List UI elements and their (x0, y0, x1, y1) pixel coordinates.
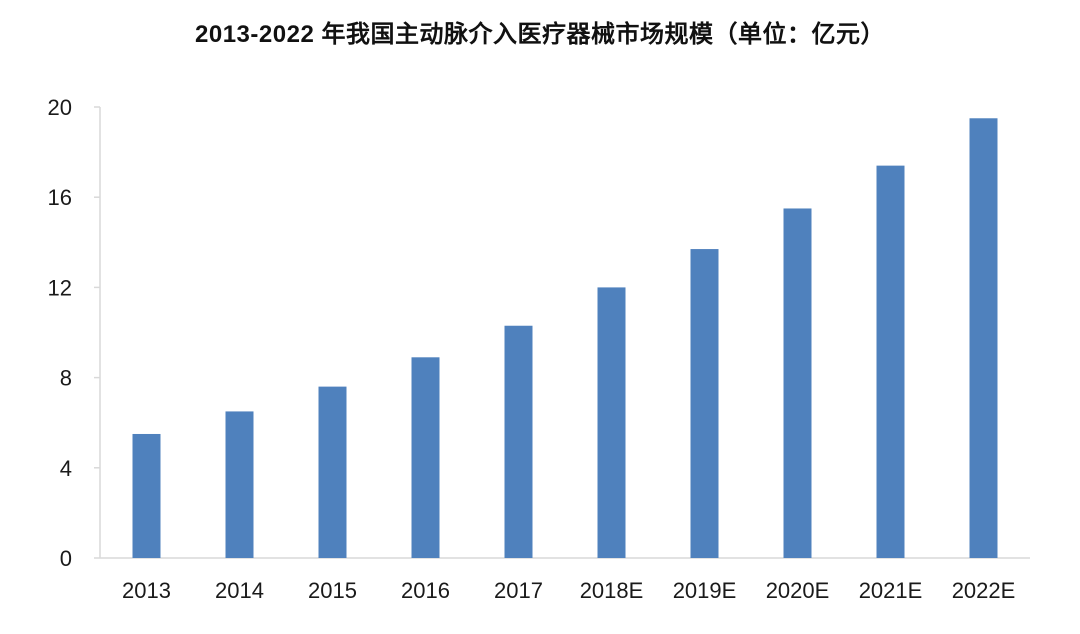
x-tick-label: 2019E (673, 578, 737, 603)
y-tick-label: 16 (48, 185, 72, 210)
x-tick-label: 2017 (494, 578, 543, 603)
chart-title: 2013-2022 年我国主动脉介入医疗器械市场规模（单位：亿元） (195, 21, 885, 48)
y-tick-label: 0 (60, 546, 72, 571)
bar-2020E (783, 208, 812, 558)
bar-2021E (876, 165, 905, 558)
x-tick-label: 2016 (401, 578, 450, 603)
y-tick-label: 12 (48, 275, 72, 300)
x-tick-label: 2021E (859, 578, 923, 603)
y-tick-label: 8 (60, 366, 72, 391)
x-tick-label: 2020E (766, 578, 830, 603)
bar-2018E (597, 287, 626, 558)
bar-2013 (132, 433, 161, 558)
y-axis: 0 4 8 12 16 20 (48, 95, 101, 571)
y-tick-label: 20 (48, 95, 72, 120)
x-tick-label: 2022E (952, 578, 1016, 603)
bars (132, 118, 998, 559)
x-tick-label: 2018E (580, 578, 644, 603)
x-tick-label: 2014 (215, 578, 264, 603)
bar-2019E (690, 249, 719, 558)
bar-2015 (318, 386, 347, 558)
x-tick-label: 2013 (122, 578, 171, 603)
bar-2017 (504, 325, 533, 558)
bar-2014 (225, 411, 254, 558)
bar-2016 (411, 357, 440, 558)
y-tick-label: 4 (60, 456, 72, 481)
x-axis: 2013 2014 2015 2016 2017 2018E 2019E 2020E 2021E… (100, 557, 1030, 603)
bar-2022E (969, 118, 998, 559)
x-tick-label: 2015 (308, 578, 357, 603)
